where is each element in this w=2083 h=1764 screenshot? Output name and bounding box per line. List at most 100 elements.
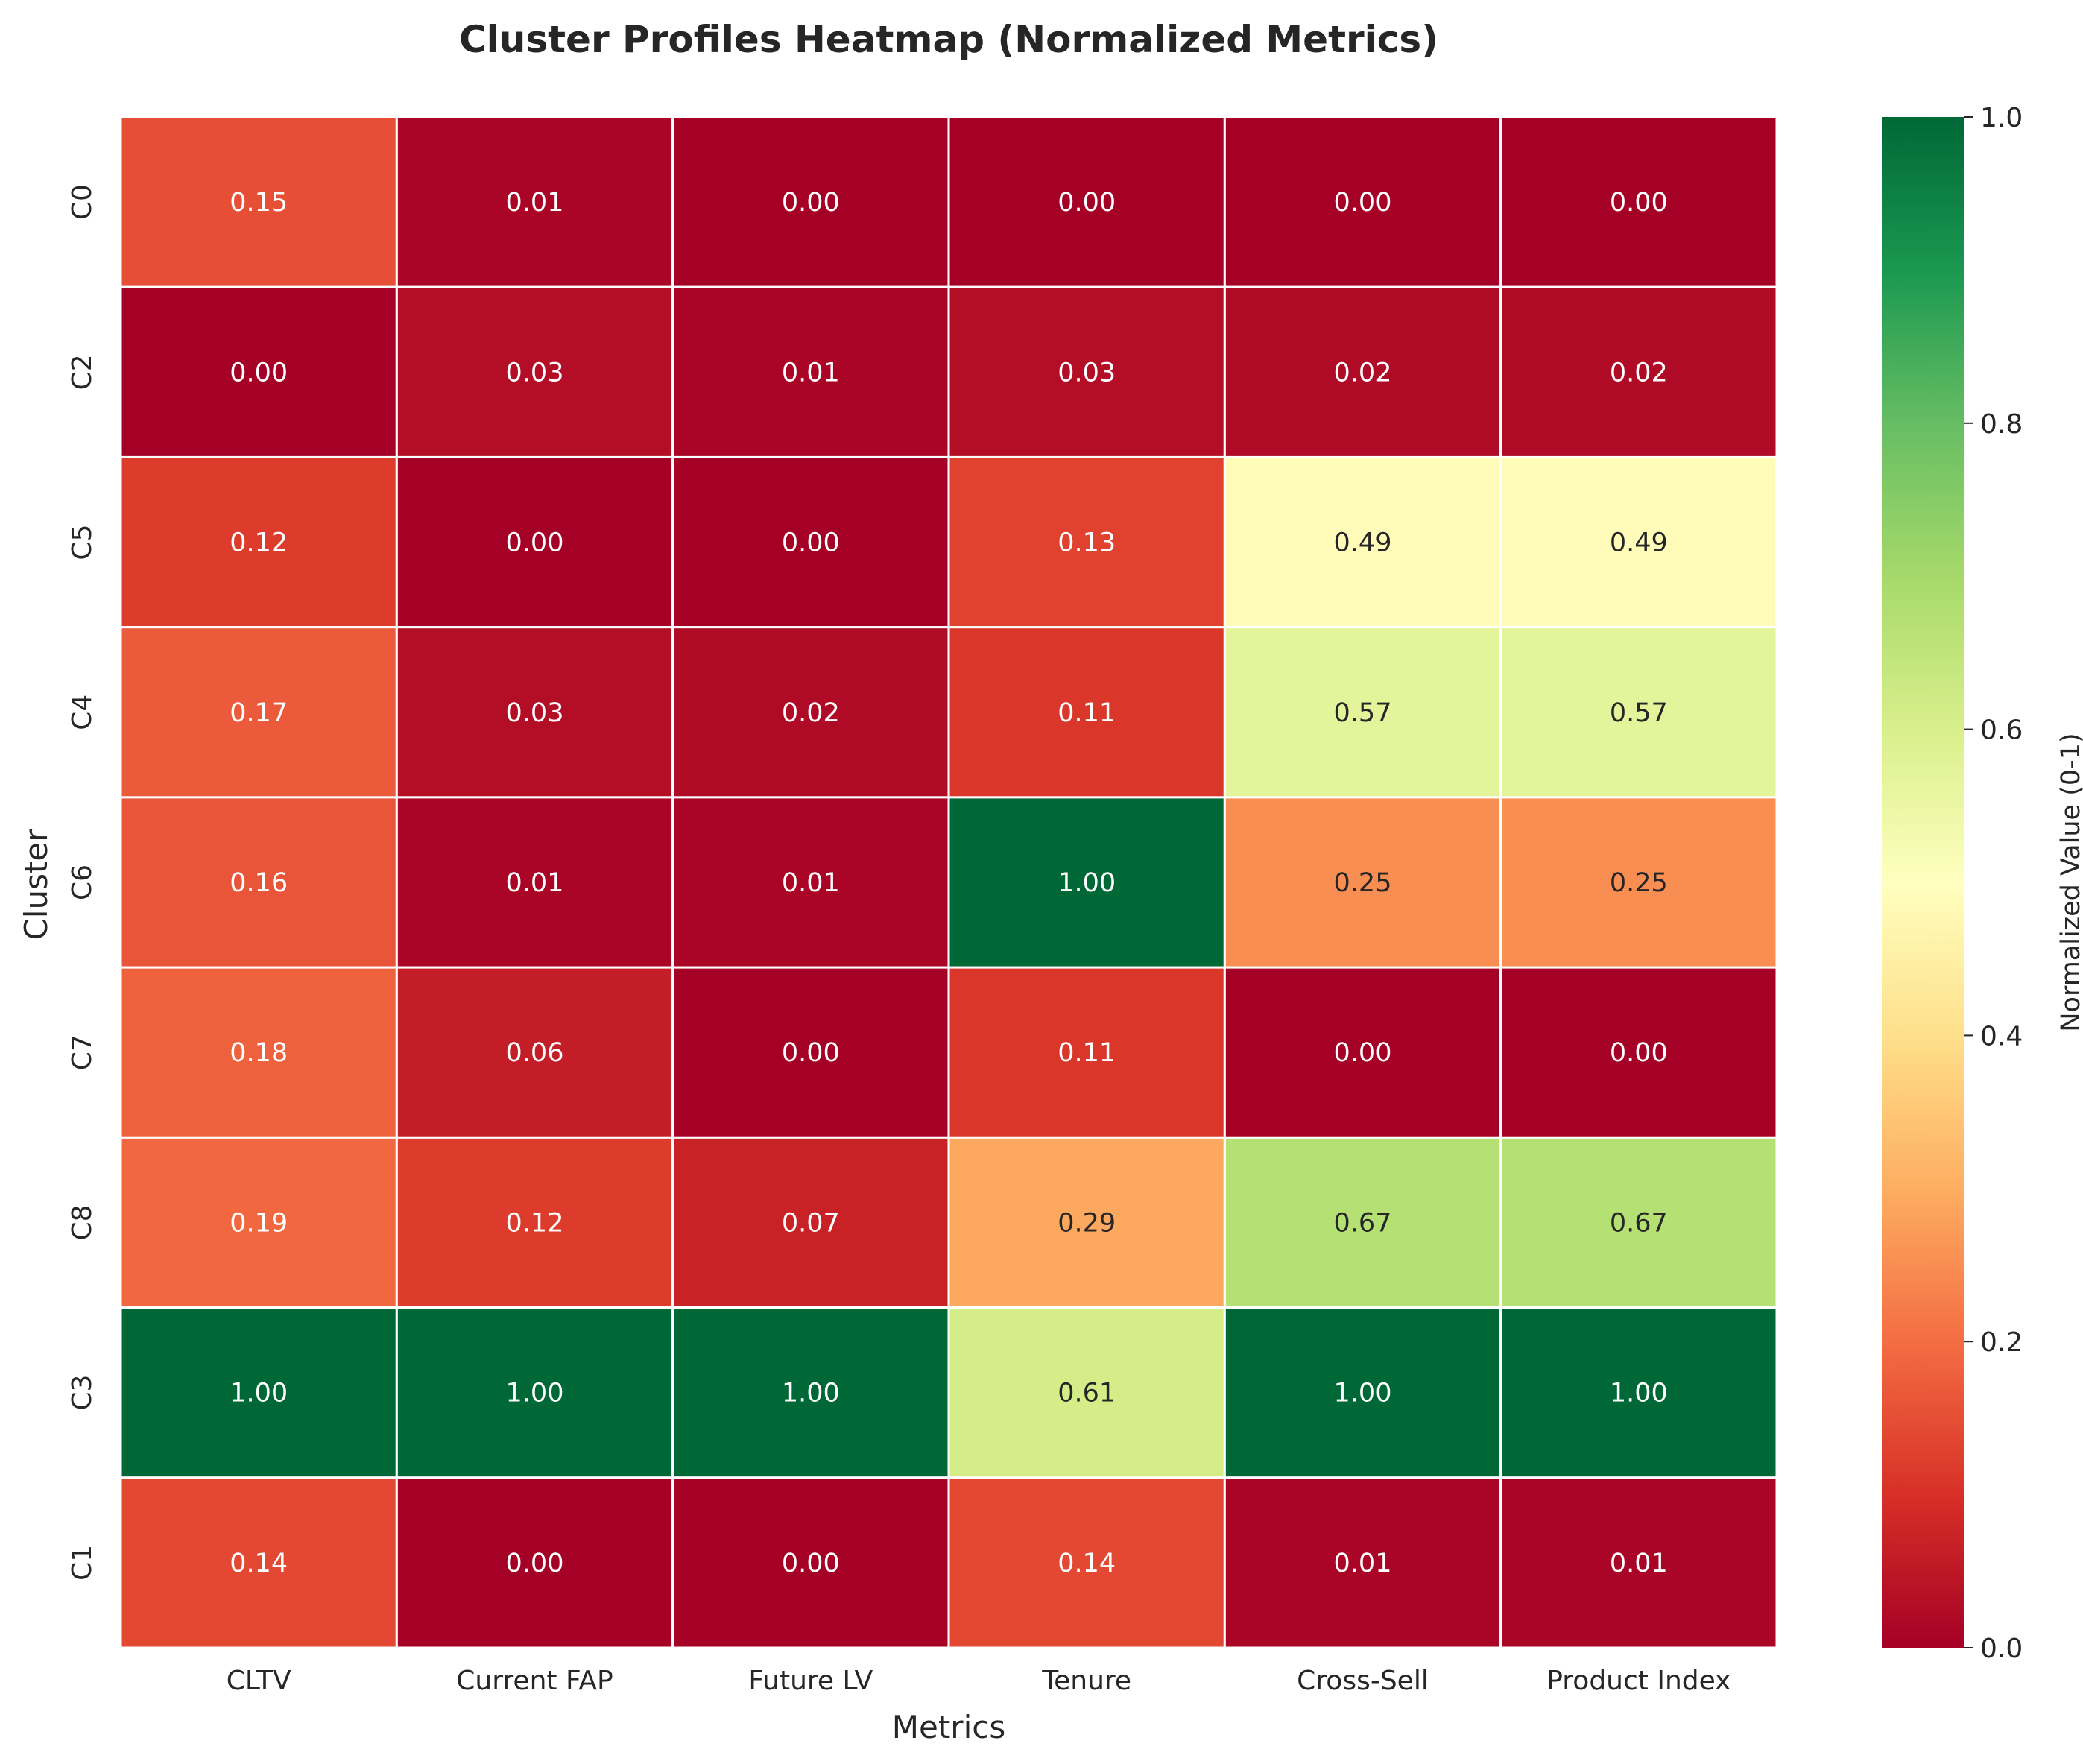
x-tick-label: Future LV	[748, 1666, 873, 1696]
cell-value-label: 0.61	[1058, 1379, 1116, 1409]
y-tick-label: C6	[67, 864, 98, 900]
heatmap-cell	[119, 116, 398, 288]
y-tick-labels: C0 C2 C5 C4 C6 C7 C8 C3 C1	[67, 184, 98, 1581]
heatmap-cell	[1499, 1306, 1778, 1479]
heatmap-cell	[671, 1476, 950, 1649]
cell-value-label: 0.14	[230, 1549, 288, 1578]
cell-value-label: 0.00	[782, 188, 840, 218]
cell-value-label: 0.11	[1058, 1038, 1116, 1068]
heatmap-cell	[1223, 626, 1502, 799]
cell-value-label: 0.01	[782, 868, 840, 898]
x-axis-label: Metrics	[892, 1709, 1005, 1745]
heatmap-cell	[1499, 1476, 1778, 1649]
cell-value-label: 0.15	[230, 188, 288, 218]
heatmap-cell	[947, 455, 1226, 629]
cell-value-label: 0.12	[230, 528, 288, 558]
heatmap-cell	[119, 626, 398, 799]
cell-value-label: 0.07	[782, 1208, 840, 1238]
heatmap-cell	[395, 796, 674, 969]
x-tick-label: Product Index	[1546, 1666, 1730, 1696]
heatmap-cell	[395, 455, 674, 629]
heatmap-cell	[1499, 285, 1778, 458]
cell-value-label: 0.01	[782, 358, 840, 388]
cell-value-label: 1.00	[1610, 1379, 1668, 1409]
cell-value-label: 0.00	[506, 528, 564, 558]
heatmap-cell	[395, 1136, 674, 1309]
heatmap-cell	[671, 626, 950, 799]
x-tick-label: Current FAP	[456, 1666, 613, 1696]
heatmap-cell	[1223, 1136, 1502, 1309]
cell-value-label: 0.03	[506, 698, 564, 728]
cell-value-label: 0.00	[1610, 188, 1668, 218]
y-tick-label: C0	[67, 184, 98, 220]
heatmap-cell	[1499, 626, 1778, 799]
colorbar-tick-label: 0.6	[1980, 715, 2023, 746]
x-tick-label: CLTV	[227, 1666, 291, 1696]
x-tick-label: Cross-Sell	[1297, 1666, 1429, 1696]
heatmap-cell	[671, 285, 950, 458]
chart-title: Cluster Profiles Heatmap (Normalized Met…	[459, 18, 1438, 61]
cell-value-label: 0.01	[1334, 1549, 1392, 1578]
cell-value-label: 0.49	[1610, 528, 1668, 558]
heatmap-cell	[1223, 455, 1502, 629]
heatmap-cell	[119, 796, 398, 969]
cell-value-label: 0.06	[506, 1038, 564, 1068]
cell-value-label: 0.57	[1610, 698, 1668, 728]
heatmap-cell	[1223, 1306, 1502, 1479]
heatmap-cell	[395, 285, 674, 458]
heatmap-cell	[1223, 796, 1502, 969]
heatmap-cell	[395, 116, 674, 288]
x-tick-labels: CLTV Current FAP Future LV Tenure Cross-Sell…	[227, 1666, 1731, 1696]
cell-value-label: 0.02	[782, 698, 840, 728]
cell-value-label: 0.00	[506, 1549, 564, 1578]
heatmap-cell	[671, 1306, 950, 1479]
cell-value-label: 0.00	[782, 528, 840, 558]
heatmap-cell	[671, 1136, 950, 1309]
cell-value-label: 0.02	[1334, 358, 1392, 388]
heatmap-cell	[1499, 1136, 1778, 1309]
y-tick-label: C8	[67, 1204, 98, 1240]
cell-value-label: 1.00	[1334, 1379, 1392, 1409]
y-axis-label: Cluster	[18, 829, 54, 941]
cell-value-label: 0.13	[1058, 528, 1116, 558]
heatmap-cell	[395, 1306, 674, 1479]
y-tick-label: C1	[67, 1545, 98, 1581]
heatmap-cell	[1499, 796, 1778, 969]
heatmap-cell	[1223, 966, 1502, 1139]
cell-value-label: 0.49	[1334, 528, 1392, 558]
cell-value-label: 0.00	[1334, 1038, 1392, 1068]
heatmap-cell	[1223, 1476, 1502, 1649]
heatmap-cell	[671, 455, 950, 629]
cell-value-label: 0.12	[506, 1208, 564, 1238]
heatmap-cell	[395, 626, 674, 799]
heatmap-cell	[119, 1306, 398, 1479]
cell-value-label: 0.01	[1610, 1549, 1668, 1578]
cell-value-label: 0.01	[506, 868, 564, 898]
colorbar	[1882, 117, 1964, 1648]
cell-value-label: 0.18	[230, 1038, 288, 1068]
cell-value-label: 1.00	[782, 1379, 840, 1409]
cell-value-label: 1.00	[506, 1379, 564, 1409]
heatmap-cell	[947, 285, 1226, 458]
colorbar-tick-label: 0.0	[1980, 1634, 2023, 1664]
colorbar-tick-label: 0.4	[1980, 1021, 2023, 1052]
heatmap-cell	[947, 626, 1226, 799]
cell-value-label: 0.00	[782, 1038, 840, 1068]
heatmap-cell	[671, 116, 950, 288]
cell-value-label: 0.00	[230, 358, 288, 388]
y-tick-label: C3	[67, 1375, 98, 1411]
cell-value-label: 0.16	[230, 868, 288, 898]
cell-value-label: 0.67	[1334, 1208, 1392, 1238]
y-tick-label: C7	[67, 1034, 98, 1070]
heatmap-cell	[947, 116, 1226, 288]
cell-value-label: 0.00	[1610, 1038, 1668, 1068]
heatmap-cell	[947, 966, 1226, 1139]
heatmap-cell	[671, 966, 950, 1139]
cell-value-label: 0.03	[1058, 358, 1116, 388]
cell-value-label: 0.67	[1610, 1208, 1668, 1238]
y-tick-label: C2	[67, 354, 98, 390]
heatmap-cell	[119, 455, 398, 629]
cell-value-label: 0.14	[1058, 1549, 1116, 1578]
cell-value-label: 0.03	[506, 358, 564, 388]
